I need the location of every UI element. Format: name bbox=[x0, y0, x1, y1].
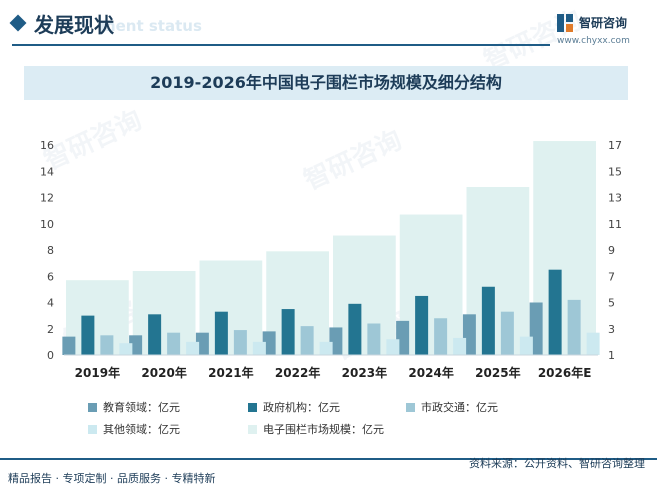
segment-bar bbox=[500, 311, 514, 355]
segment-bar bbox=[434, 318, 448, 355]
chart-title: 2019-2026年中国电子围栏市场规模及细分结构 bbox=[150, 73, 502, 92]
logo-icon bbox=[557, 14, 573, 32]
right-axis-tick-label: 9 bbox=[608, 244, 615, 257]
page-header: ment status 发展现状 智研咨询 www.chyxx.com bbox=[0, 0, 657, 48]
left-axis-tick-label: 14 bbox=[40, 165, 54, 178]
legend-item: 教育领域：亿元 bbox=[88, 400, 180, 416]
right-axis-tick-label: 7 bbox=[608, 270, 615, 283]
left-axis-tick-label: 0 bbox=[47, 349, 54, 362]
right-axis-tick-label: 1 bbox=[608, 349, 615, 362]
right-axis-tick-label: 15 bbox=[608, 165, 622, 178]
segment-bar bbox=[214, 311, 228, 355]
chart-title-bar: 2019-2026年中国电子围栏市场规模及细分结构 bbox=[24, 66, 628, 100]
total-market-bar bbox=[533, 141, 596, 355]
x-axis-category-label: 2021年 bbox=[208, 365, 253, 380]
segment-bar bbox=[367, 323, 381, 355]
total-market-bar bbox=[466, 187, 530, 355]
header-subtitle-en: ment status bbox=[100, 17, 202, 35]
left-axis-tick-label: 2 bbox=[47, 323, 54, 336]
total-market-bar bbox=[266, 251, 329, 355]
x-axis-category-label: 2026年E bbox=[538, 365, 592, 380]
segment-bar bbox=[167, 332, 181, 355]
legend-item: 政府机构：亿元 bbox=[248, 400, 340, 416]
chart-legend: 教育领域：亿元 政府机构：亿元 市政交通：亿元其他领域：亿元 电子围栏市场规模：亿元 bbox=[88, 400, 608, 444]
total-market-bar bbox=[132, 271, 196, 355]
x-axis-category-label: 2020年 bbox=[141, 365, 186, 380]
brand-name: 智研咨询 bbox=[579, 16, 628, 30]
left-axis-tick-label: 12 bbox=[40, 192, 54, 205]
x-axis-category-label: 2023年 bbox=[342, 365, 387, 380]
segment-bar bbox=[100, 335, 114, 355]
segment-bar bbox=[233, 330, 247, 355]
right-axis-tick-label: 11 bbox=[608, 218, 622, 231]
left-axis-tick-label: 10 bbox=[40, 218, 54, 231]
footer-divider bbox=[0, 458, 657, 460]
segment-bar bbox=[281, 309, 295, 355]
segment-bar bbox=[148, 314, 162, 355]
x-axis-category-label: 2024年 bbox=[408, 365, 453, 380]
segment-bar bbox=[481, 286, 495, 355]
legend-item: 市政交通：亿元 bbox=[406, 400, 498, 416]
legend-item: 电子围栏市场规模：亿元 bbox=[248, 422, 384, 438]
left-axis-tick-label: 4 bbox=[47, 297, 54, 310]
legend-label: 政府机构：亿元 bbox=[263, 401, 340, 414]
legend-label: 市政交通：亿元 bbox=[421, 401, 498, 414]
legend-label: 教育领域：亿元 bbox=[103, 401, 180, 414]
segment-bar bbox=[386, 339, 400, 355]
segment-bar bbox=[81, 315, 95, 355]
segment-bar bbox=[548, 269, 562, 355]
legend-swatch bbox=[88, 425, 97, 434]
segment-bar bbox=[252, 341, 266, 355]
segment-bar bbox=[519, 336, 533, 355]
legend-swatch bbox=[248, 425, 257, 434]
x-axis-category-label: 2025年 bbox=[475, 365, 520, 380]
x-axis-category-label: 2019年 bbox=[75, 365, 120, 380]
total-market-bar bbox=[399, 214, 463, 355]
legend-swatch bbox=[248, 403, 257, 412]
right-axis-tick-label: 5 bbox=[608, 297, 615, 310]
left-axis-tick-label: 16 bbox=[40, 139, 54, 152]
footer-slogan: 精品报告 · 专项定制 · 品质服务 · 专精特新 bbox=[8, 472, 216, 485]
segment-bar bbox=[300, 326, 314, 355]
segment-bar bbox=[62, 336, 76, 355]
right-axis-tick-label: 17 bbox=[608, 139, 622, 152]
segment-bar bbox=[319, 341, 333, 355]
x-axis-category-label: 2022年 bbox=[275, 365, 320, 380]
brand-logo: 智研咨询 www.chyxx.com bbox=[557, 12, 637, 48]
total-market-bar bbox=[199, 260, 263, 355]
legend-item: 其他领域：亿元 bbox=[88, 422, 180, 438]
right-axis-tick-label: 3 bbox=[608, 323, 615, 336]
left-axis-tick-label: 6 bbox=[47, 270, 54, 283]
legend-swatch bbox=[88, 403, 97, 412]
legend-label: 电子围栏市场规模：亿元 bbox=[263, 423, 384, 436]
segment-bar bbox=[453, 337, 467, 355]
brand-url: www.chyxx.com bbox=[557, 36, 630, 46]
legend-label: 其他领域：亿元 bbox=[103, 423, 180, 436]
page-footer: 精品报告 · 专项定制 · 品质服务 · 专精特新 资料来源：公开资料、智研咨询… bbox=[0, 458, 657, 492]
segment-bar bbox=[186, 341, 200, 355]
right-axis-tick-label: 13 bbox=[608, 192, 622, 205]
segment-bar bbox=[348, 303, 362, 355]
left-axis-tick-label: 8 bbox=[47, 244, 54, 257]
segment-bar bbox=[119, 343, 133, 355]
footer-source: 资料来源：公开资料、智研咨询整理 bbox=[469, 457, 645, 470]
legend-swatch bbox=[406, 403, 415, 412]
segment-bar bbox=[567, 299, 581, 355]
segment-bar bbox=[586, 332, 600, 355]
segment-bar bbox=[415, 295, 429, 355]
header-divider bbox=[12, 44, 550, 46]
total-market-bar bbox=[66, 280, 129, 355]
total-market-bar bbox=[333, 235, 396, 355]
header-title: 发展现状 bbox=[34, 13, 114, 37]
